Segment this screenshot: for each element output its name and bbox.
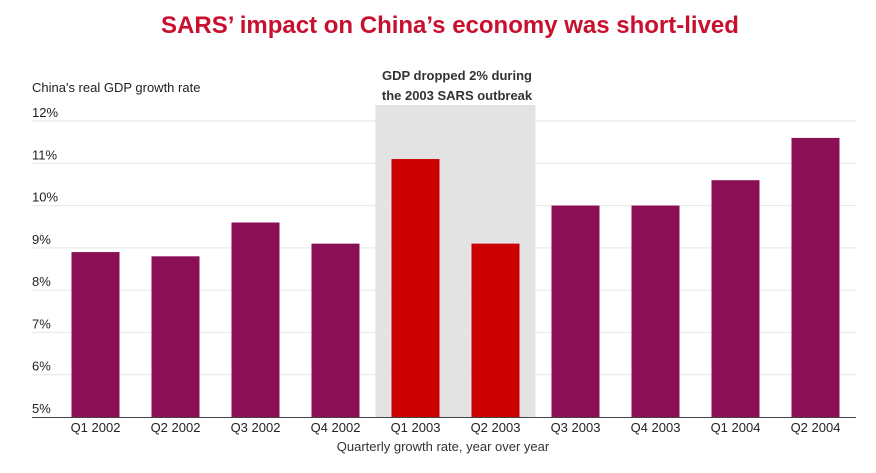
- bar: [71, 252, 120, 417]
- y-tick-label: 11%: [32, 147, 57, 162]
- x-tick-label: Q3 2002: [231, 420, 281, 435]
- y-tick-label: 8%: [32, 274, 51, 289]
- x-axis-label: Quarterly growth rate, year over year: [336, 439, 550, 454]
- bar: [551, 205, 600, 417]
- x-tick-label: Q2 2004: [791, 420, 841, 435]
- highlighted-bar: [471, 243, 520, 417]
- bar: [711, 180, 760, 417]
- x-tick-label: Q1 2004: [711, 420, 761, 435]
- annotation-line-2: the 2003 SARS outbreak: [381, 88, 533, 103]
- bar: [631, 205, 680, 417]
- x-tick-label: Q3 2003: [551, 420, 601, 435]
- bar: [311, 243, 360, 417]
- bar: [231, 222, 280, 417]
- chart-title: SARS’ impact on China’s economy was shor…: [161, 12, 739, 39]
- x-tick-label: Q4 2003: [631, 420, 681, 435]
- x-tick-label: Q1 2002: [71, 420, 121, 435]
- x-tick-label: Q2 2002: [151, 420, 201, 435]
- y-tick-label: 5%: [32, 401, 51, 416]
- y-axis-label: China's real GDP growth rate: [32, 80, 201, 95]
- y-tick-label: 10%: [32, 190, 58, 205]
- bar: [791, 137, 840, 417]
- y-tick-label: 7%: [32, 316, 51, 331]
- x-tick-label: Q4 2002: [311, 420, 361, 435]
- annotation-line-1: GDP dropped 2% during: [382, 68, 532, 83]
- bar: [151, 256, 200, 417]
- highlighted-bar: [391, 159, 440, 418]
- x-tick-label: Q2 2003: [471, 420, 521, 435]
- y-tick-label: 12%: [32, 105, 58, 120]
- y-tick-label: 9%: [32, 232, 51, 247]
- sars-annotation: GDP dropped 2% during the 2003 SARS outb…: [376, 66, 538, 106]
- y-tick-label: 6%: [32, 359, 51, 374]
- x-tick-label: Q1 2003: [391, 420, 441, 435]
